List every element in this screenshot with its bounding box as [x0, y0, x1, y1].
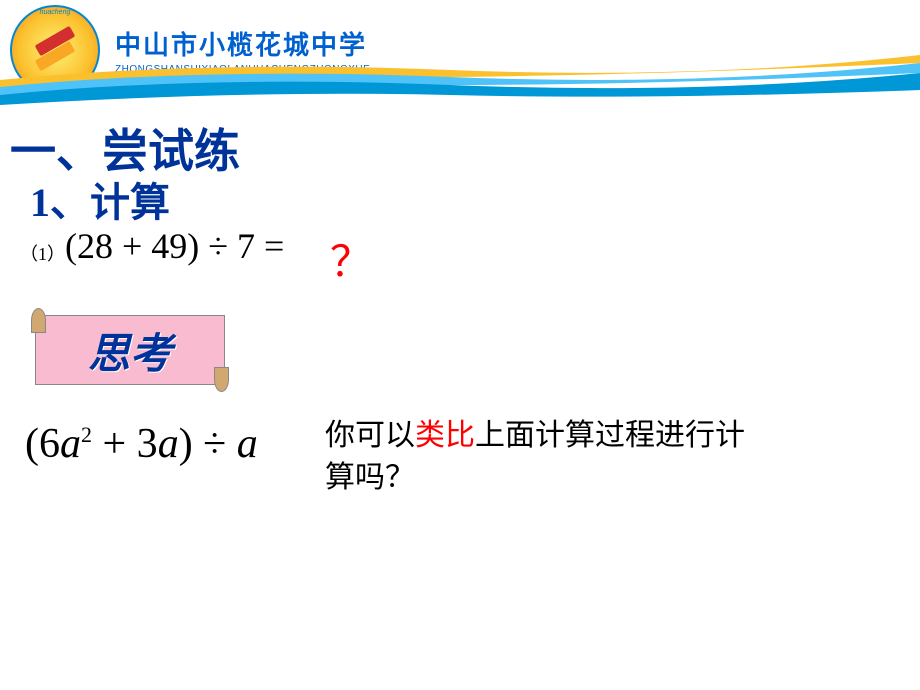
q2-close: ) ÷ — [179, 421, 237, 467]
logo-ring-top: huacheng — [12, 9, 98, 16]
hint-text: 你可以类比上面计算过程进行计算吗？ — [325, 415, 745, 499]
header: huacheng zhongxue 中山市小榄花城中学 ZHONGSHANSHI… — [0, 0, 920, 100]
think-label: 思考 — [88, 320, 172, 381]
q2-sup: 2 — [81, 422, 92, 447]
q1-question-mark: ？ — [330, 228, 372, 289]
q2-var-a2: a — [158, 421, 179, 467]
q2-open: (6 — [25, 421, 60, 467]
q2-expression: (6a2 + 3a) ÷ a — [25, 420, 258, 468]
q2-var-a1: a — [60, 421, 81, 467]
q1-expression: (28 + 49) ÷ 7 = — [65, 225, 284, 267]
hint-pre: 你可以 — [325, 419, 415, 452]
scroll-decoration-left — [31, 308, 46, 333]
q1-label: （1） — [20, 240, 65, 266]
hint-red: 类比 — [415, 419, 475, 452]
q2-plus: + 3 — [92, 421, 158, 467]
q2-var-a3: a — [237, 421, 258, 467]
think-box: 思考 — [35, 315, 225, 385]
sub-title: 1、计算 — [30, 170, 170, 228]
header-swoosh — [0, 55, 920, 105]
scroll-decoration-right — [214, 367, 229, 392]
